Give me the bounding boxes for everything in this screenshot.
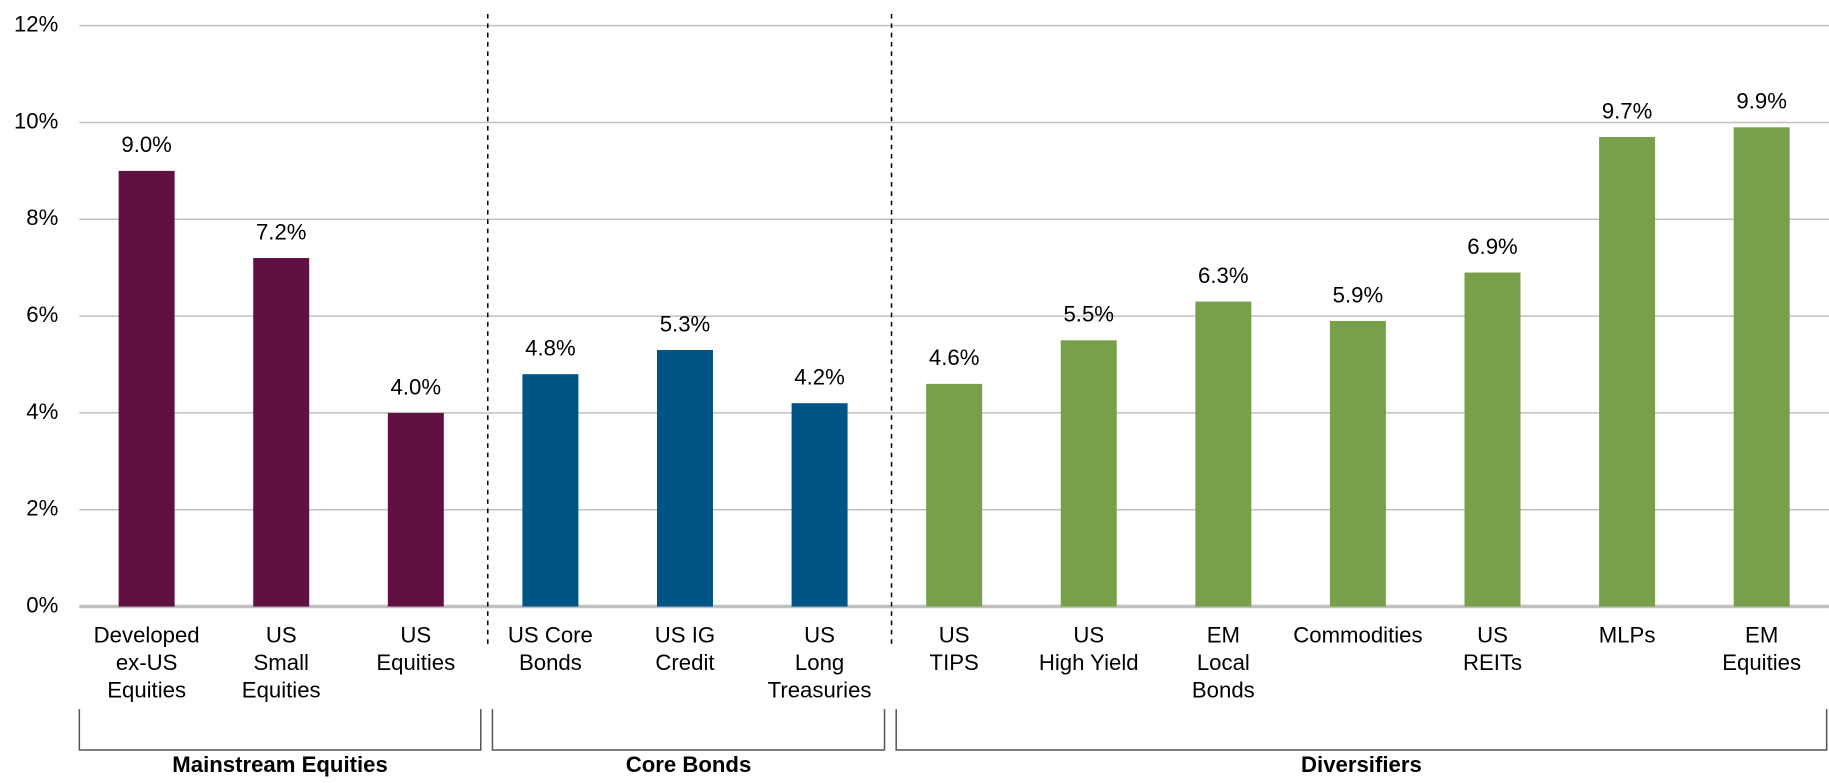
bar: [791, 403, 848, 607]
group-bracket: [491, 709, 886, 751]
x-tick-label: Equities: [1722, 650, 1801, 675]
x-tick-label: US: [804, 623, 835, 648]
x-tick-label: US: [1073, 623, 1104, 648]
x-tick-label: Bonds: [519, 650, 582, 675]
group-bracket: [895, 709, 1828, 751]
group-label: Mainstream Equities: [172, 752, 387, 777]
value-label: 6.9%: [1467, 234, 1518, 259]
x-tick-label: TIPS: [930, 650, 979, 675]
group-label: Diversifiers: [1301, 752, 1422, 777]
bar: [656, 349, 713, 607]
value-label: 9.7%: [1602, 98, 1653, 123]
x-tick-label: Long: [795, 650, 844, 675]
y-tick-label: 12%: [14, 12, 58, 37]
y-tick-label: 8%: [26, 205, 58, 230]
y-tick-label: 4%: [26, 399, 58, 424]
bar: [926, 383, 983, 607]
bar: [1060, 340, 1117, 607]
x-tick-label: High Yield: [1039, 650, 1139, 675]
x-tick-label: US Core: [508, 623, 593, 648]
bar: [387, 412, 444, 607]
y-tick-label: 2%: [26, 496, 58, 521]
x-tick-label: Equities: [107, 678, 186, 703]
bar: [522, 374, 579, 607]
x-tick-label: US: [266, 623, 297, 648]
bar: [118, 170, 175, 607]
value-label: 4.2%: [794, 365, 845, 390]
y-tick-label: 6%: [26, 302, 58, 327]
y-tick-label: 10%: [14, 108, 58, 133]
x-tick-label: Commodities: [1293, 623, 1422, 648]
y-tick-label: 0%: [26, 592, 58, 617]
x-tick-label: Developed: [94, 623, 200, 648]
value-label: 4.8%: [525, 336, 576, 361]
x-tick-label: Equities: [242, 678, 321, 703]
x-tick-label: Treasuries: [768, 678, 872, 703]
value-label: 4.0%: [391, 374, 442, 399]
x-tick-label: Small: [254, 650, 309, 675]
value-label: 9.0%: [121, 132, 172, 157]
value-label: 7.2%: [256, 219, 307, 244]
value-label: 5.5%: [1063, 302, 1114, 327]
bar: [1464, 272, 1521, 607]
bar: [253, 258, 310, 607]
value-label: 9.9%: [1736, 89, 1787, 114]
x-tick-label: Credit: [655, 650, 714, 675]
bar: [1599, 136, 1656, 607]
x-tick-label: US: [400, 623, 431, 648]
x-tick-label: EM: [1745, 623, 1778, 648]
value-label: 5.3%: [660, 311, 711, 336]
x-tick-label: Equities: [376, 650, 455, 675]
value-label: 4.6%: [929, 345, 980, 370]
bar: [1733, 127, 1790, 607]
value-label: 5.9%: [1333, 282, 1384, 307]
x-tick-label: MLPs: [1599, 623, 1656, 648]
value-label: 6.3%: [1198, 263, 1249, 288]
x-tick-label: US: [1477, 623, 1508, 648]
x-tick-label: US: [939, 623, 970, 648]
bar: [1329, 320, 1386, 607]
group-bracket: [78, 709, 482, 751]
x-tick-label: Bonds: [1192, 678, 1255, 703]
group-label: Core Bonds: [626, 752, 752, 777]
x-tick-label: REITs: [1463, 650, 1522, 675]
bar: [1195, 301, 1252, 607]
x-tick-label: US IG: [655, 623, 715, 648]
x-tick-label: ex-US: [116, 650, 178, 675]
x-tick-label: EM: [1207, 623, 1240, 648]
x-tick-label: Local: [1197, 650, 1250, 675]
